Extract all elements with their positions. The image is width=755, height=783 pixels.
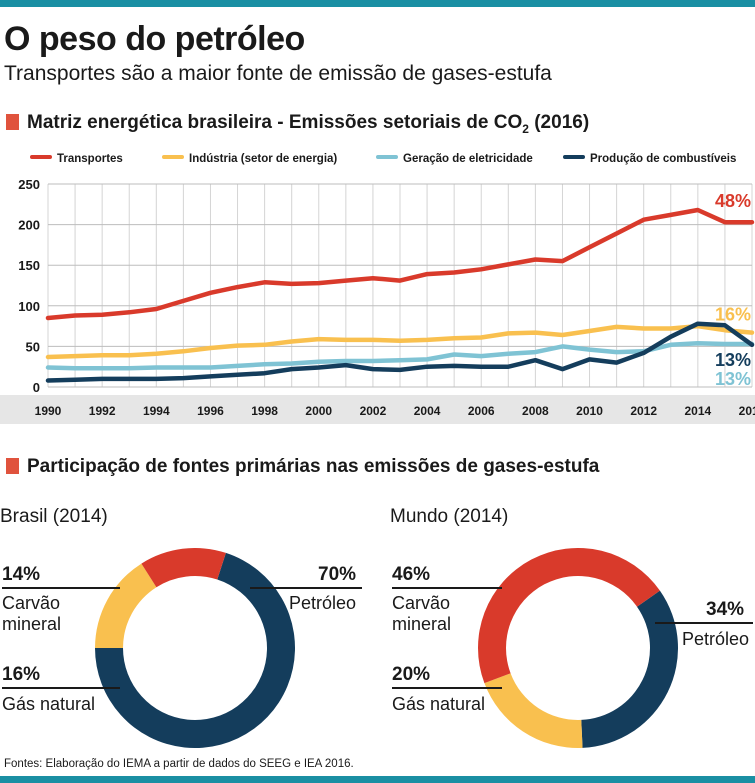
x-tick-label: 2014 bbox=[684, 404, 711, 418]
donut-slice-carv-o-mineral bbox=[141, 548, 226, 588]
mundo-carvao-rule bbox=[392, 587, 502, 589]
x-axis-band bbox=[0, 395, 755, 424]
legend-item-geracao: Geração de eletricidade bbox=[376, 153, 533, 165]
brasil-petroleo-label: Petróleo bbox=[289, 593, 357, 613]
y-tick-label: 200 bbox=[18, 218, 40, 233]
series-end-label: 48% bbox=[715, 191, 751, 211]
chart-legend: Transportes Indústria (setor de energia)… bbox=[0, 151, 755, 169]
mundo-carvao-label-line1: Carvão bbox=[392, 593, 451, 613]
section-title-emissions: Matriz energética brasileira - Emissões … bbox=[6, 111, 589, 141]
series-line-0 bbox=[45, 207, 755, 321]
source-note: Fontes: Elaboração do IEMA a partir de d… bbox=[4, 758, 354, 770]
mundo-petroleo-pct: 34% bbox=[706, 599, 745, 620]
brasil-petroleo-rule bbox=[250, 587, 362, 589]
emissions-line-chart: 0 50 100 150 200 250 1990 1992 1994 1996 1998 2000… bbox=[0, 177, 755, 424]
brasil-carvao-rule bbox=[2, 587, 120, 589]
legend-label: Produção de combustíveis bbox=[590, 153, 737, 165]
mundo-petroleo-label: Petróleo bbox=[682, 629, 750, 649]
section-title-sources: Participação de fontes primárias nas emi… bbox=[6, 455, 599, 479]
donut-title-mundo: Mundo (2014) bbox=[390, 506, 509, 527]
section-title-subscript: 2 bbox=[522, 121, 529, 136]
legend-item-transportes: Transportes bbox=[30, 153, 123, 165]
section-marker bbox=[6, 114, 19, 130]
mundo-gas-label: Gás natural bbox=[392, 694, 486, 714]
series-line-3 bbox=[45, 321, 755, 383]
x-tick-label: 2006 bbox=[468, 404, 495, 418]
series-end-label: 16% bbox=[715, 305, 751, 325]
section-title-year: (2016) bbox=[528, 112, 590, 133]
mundo-gas-pct: 20% bbox=[392, 664, 431, 685]
donut-slice-g-s-natural bbox=[484, 673, 583, 748]
x-tick-label: 2004 bbox=[414, 404, 441, 418]
mundo-carvao-label-line2: mineral bbox=[392, 614, 452, 634]
series-line-2 bbox=[45, 340, 755, 371]
brasil-gas-label: Gás natural bbox=[2, 694, 96, 714]
donut-chart-mundo bbox=[478, 548, 678, 748]
series-end-label: 13% bbox=[715, 350, 751, 370]
brasil-petroleo-pct: 70% bbox=[318, 564, 357, 585]
section-marker bbox=[6, 458, 19, 474]
x-tick-label: 2012 bbox=[630, 404, 657, 418]
legend-swatch bbox=[563, 155, 585, 159]
x-tick-label: 2008 bbox=[522, 404, 549, 418]
mundo-carvao-pct: 46% bbox=[392, 564, 431, 585]
donut-slice-petr-leo bbox=[581, 590, 678, 748]
brasil-gas-pct: 16% bbox=[2, 664, 41, 685]
legend-label: Indústria (setor de energia) bbox=[189, 153, 338, 165]
y-tick-label: 250 bbox=[18, 177, 40, 192]
legend-label: Geração de eletricidade bbox=[403, 153, 533, 165]
page-subtitle: Transportes são a maior fonte de emissão… bbox=[4, 62, 552, 85]
mundo-petroleo-rule bbox=[655, 622, 753, 624]
legend-swatch bbox=[30, 155, 52, 159]
page-title: O peso do petróleo bbox=[4, 20, 305, 58]
series-line-1 bbox=[45, 323, 755, 360]
brasil-gas-rule bbox=[2, 687, 120, 689]
series-end-label: 13% bbox=[715, 369, 751, 389]
donut-slice-carv-o-mineral bbox=[478, 548, 660, 684]
x-tick-label: 1996 bbox=[197, 404, 224, 418]
legend-item-industria: Indústria (setor de energia) bbox=[162, 153, 337, 165]
donut-title-brasil: Brasil (2014) bbox=[0, 506, 108, 527]
bottom-accent-bar bbox=[0, 776, 755, 783]
x-tick-label: 1998 bbox=[251, 404, 278, 418]
donut-chart-brasil bbox=[95, 548, 295, 748]
x-tick-label: 2000 bbox=[305, 404, 332, 418]
section-title-text: Participação de fontes primárias nas emi… bbox=[27, 456, 600, 477]
brasil-carvao-label-line2: mineral bbox=[2, 614, 62, 634]
section-title-main: Matriz energética brasileira - Emissões … bbox=[27, 112, 523, 133]
y-tick-label: 50 bbox=[26, 339, 40, 354]
x-tick-label: 2016 bbox=[739, 404, 755, 418]
brasil-carvao-pct: 14% bbox=[2, 564, 41, 585]
mundo-gas-rule bbox=[392, 687, 502, 689]
donut-slice-g-s-natural bbox=[95, 563, 157, 648]
x-tick-label: 1990 bbox=[35, 404, 62, 418]
legend-swatch bbox=[162, 155, 184, 159]
top-accent-bar bbox=[0, 0, 755, 7]
y-tick-label: 150 bbox=[18, 258, 40, 273]
legend-swatch bbox=[376, 155, 398, 159]
x-tick-label: 2002 bbox=[360, 404, 387, 418]
brasil-carvao-label-line1: Carvão bbox=[2, 593, 61, 613]
y-tick-label: 100 bbox=[18, 299, 40, 314]
x-tick-label: 1992 bbox=[89, 404, 116, 418]
legend-label: Transportes bbox=[57, 153, 123, 165]
legend-item-producao: Produção de combustíveis bbox=[563, 153, 736, 165]
y-tick-label: 0 bbox=[33, 380, 40, 395]
x-tick-label: 2010 bbox=[576, 404, 603, 418]
x-tick-label: 1994 bbox=[143, 404, 170, 418]
